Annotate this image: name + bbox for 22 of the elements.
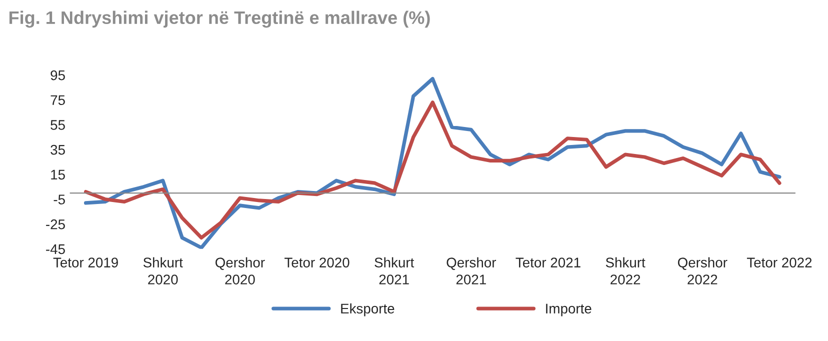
x-tick-label: Qershor 2021 [446, 257, 496, 284]
x-tick-label: Shkurt 2020 [143, 257, 183, 284]
y-tick-label: 35 [50, 144, 65, 155]
y-tick-label: 75 [50, 95, 65, 106]
line-series [84, 100, 782, 240]
x-tick-label: Tetor 2021 [516, 258, 580, 268]
y-tick-label: -5 [54, 194, 65, 204]
x-tick-label: Qershor 2022 [678, 257, 728, 284]
y-tick-label: 15 [51, 170, 65, 180]
chart-title: Fig. 1 Ndryshimi vjetor në Tregtinë e mallrave (%) [9, 10, 430, 28]
legend-label: Importe [546, 304, 592, 316]
y-tick-label: -45 [46, 244, 65, 254]
x-tick-label: Shkurt 2021 [374, 257, 414, 284]
y-tick-label: 55 [50, 120, 65, 130]
x-tick-label: Qershor 2020 [216, 257, 265, 284]
x-tick-label: Tetor 2020 [284, 258, 350, 268]
legend-label: Eksporte [341, 303, 394, 316]
y-tick-label: -25 [46, 219, 65, 230]
x-tick-label: Tetor 2022 [746, 258, 812, 268]
x-tick-label: Shkurt 2022 [606, 257, 646, 284]
x-tick-label: Tetor 2019 [53, 258, 118, 268]
y-tick-label: 95 [50, 70, 65, 80]
